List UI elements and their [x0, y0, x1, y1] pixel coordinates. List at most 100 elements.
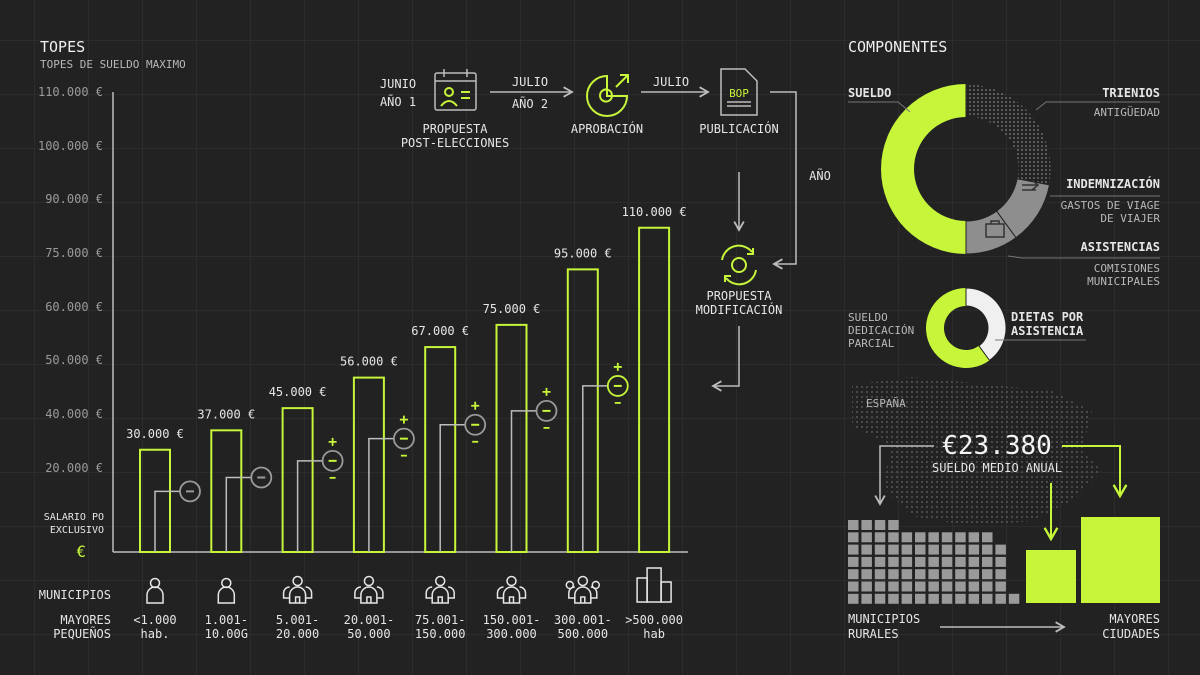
- rural-square: [874, 556, 886, 567]
- rural-square: [874, 593, 886, 604]
- step1-year: AÑO 1: [380, 94, 416, 109]
- rural-square: [915, 532, 926, 543]
- donut-segment-asistencias: [965, 210, 1017, 255]
- rural-square: [955, 544, 966, 555]
- range-label: 5.001-: [276, 613, 319, 627]
- rural-square: [874, 569, 886, 580]
- secondary-bar: [296, 460, 323, 552]
- rural-square: [848, 581, 859, 592]
- segment-label-trienios: TRIENIOS: [1102, 86, 1160, 100]
- bar-value-label: 110.000 €: [622, 205, 687, 219]
- segment-sub-trienios: ANTIGÜEDAD: [1094, 106, 1160, 119]
- step1-time: JUNIO: [380, 77, 416, 91]
- y-axis-ticks: 110.000 € 100.000 € 90.000 € 75.000 € 60…: [38, 85, 104, 561]
- rural-square: [982, 532, 993, 543]
- rural-square: [941, 532, 953, 543]
- secondary-bar: [510, 410, 537, 552]
- loop-arrow: [770, 91, 797, 270]
- bar-value-label: 67.000 €: [411, 324, 469, 338]
- rural-square: [928, 593, 939, 604]
- rural-square: [941, 544, 953, 555]
- rural-square: [968, 544, 980, 555]
- house-icon: [496, 575, 527, 604]
- rural-square: [888, 520, 899, 530]
- small-donut-dietas: [965, 287, 1007, 362]
- rural-square: [861, 532, 872, 543]
- rural-square: [888, 581, 899, 592]
- rural-label: RURALES: [848, 627, 899, 641]
- return-arrow: [711, 326, 740, 392]
- y-tick-label: 90.000 €: [45, 192, 103, 206]
- arrow2-label: JULIO: [653, 75, 689, 89]
- rural-square: [861, 581, 872, 592]
- rural-square: [915, 593, 926, 604]
- range-label: hab.: [141, 627, 170, 641]
- segment-sub-asistencias: COMISIONES: [1094, 262, 1160, 275]
- plus-icon: [542, 387, 551, 396]
- rural-square: [848, 593, 859, 604]
- step4-label: MODIFICACIÓN: [696, 302, 783, 317]
- rural-square: [941, 569, 953, 580]
- secondary-bar: [582, 385, 608, 552]
- leader-lines: [1007, 101, 1160, 259]
- average-salary-label: SUELDO MEDIO ANUAL: [932, 461, 1062, 475]
- segment-label-asistencias: ASISTENCIAS: [1081, 240, 1160, 254]
- cities-label: MAYORES: [1109, 612, 1160, 626]
- leader-line: [848, 101, 911, 113]
- range-label: >500.000: [625, 613, 683, 627]
- rural-square: [915, 556, 926, 567]
- bar-value-label: 56.000 €: [340, 355, 398, 369]
- range-label: hab: [643, 627, 665, 641]
- y-tick-label: 60.000 €: [45, 300, 103, 314]
- rural-square: [955, 556, 966, 567]
- secondary-bar: [439, 424, 466, 552]
- rural-square: [901, 544, 913, 555]
- rural-square: [955, 581, 966, 592]
- step2-label: APROBACIÓN: [571, 121, 643, 136]
- rural-square: [915, 544, 926, 555]
- step3-label: PUBLICACIÓN: [699, 121, 778, 136]
- rural-square: [955, 569, 966, 580]
- rural-square: [995, 544, 1006, 555]
- bar-value-label: 95.000 €: [554, 246, 612, 260]
- rural-square: [874, 520, 886, 530]
- cities-label: CIUDADES: [1102, 627, 1160, 641]
- plus-icon: [328, 437, 337, 446]
- range-label: 300.001-: [554, 613, 612, 627]
- rural-square: [888, 593, 899, 604]
- range-label: 20.001-: [344, 613, 395, 627]
- arrow1-label: JULIO: [512, 75, 548, 89]
- small-right-label: DIETAS POR: [1011, 310, 1084, 324]
- y-tick-label: 75.000 €: [45, 246, 103, 260]
- rural-square: [861, 556, 872, 567]
- rural-label: MUNICIPIOS: [848, 612, 920, 626]
- rural-square: [968, 569, 980, 580]
- plus-icon: [399, 415, 408, 424]
- step4-label: PROPUESTA: [706, 289, 772, 303]
- rural-square: [968, 532, 980, 543]
- rural-square: [995, 569, 1006, 580]
- rural-square: [928, 556, 939, 567]
- rural-square: [861, 569, 872, 580]
- rural-square: [955, 593, 966, 604]
- rural-square: [861, 593, 872, 604]
- rural-square: [982, 593, 993, 604]
- segment-label-sueldo: SUELDO: [848, 86, 891, 100]
- arrow-right-icon: [1022, 179, 1040, 191]
- bar-value-label: 30.000 €: [126, 427, 184, 441]
- y-tick-label: 20.000 €: [45, 461, 103, 475]
- rural-square: [888, 569, 899, 580]
- arrow1-label: AÑO 2: [512, 96, 548, 111]
- rural-square: [848, 569, 859, 580]
- person-icon: [146, 577, 164, 604]
- pie-growth-icon: [586, 74, 629, 117]
- bar: [638, 226, 671, 553]
- y-side-label: SALARIO PO: [44, 512, 104, 523]
- spain-map: [852, 377, 1102, 526]
- rural-squares: [848, 520, 1020, 604]
- rural-square: [982, 581, 993, 592]
- rural-square: [928, 569, 939, 580]
- segment-sub-asistencias: MUNICIPALES: [1087, 275, 1160, 288]
- range-label: 10.00G: [205, 627, 248, 641]
- rural-square: [888, 556, 899, 567]
